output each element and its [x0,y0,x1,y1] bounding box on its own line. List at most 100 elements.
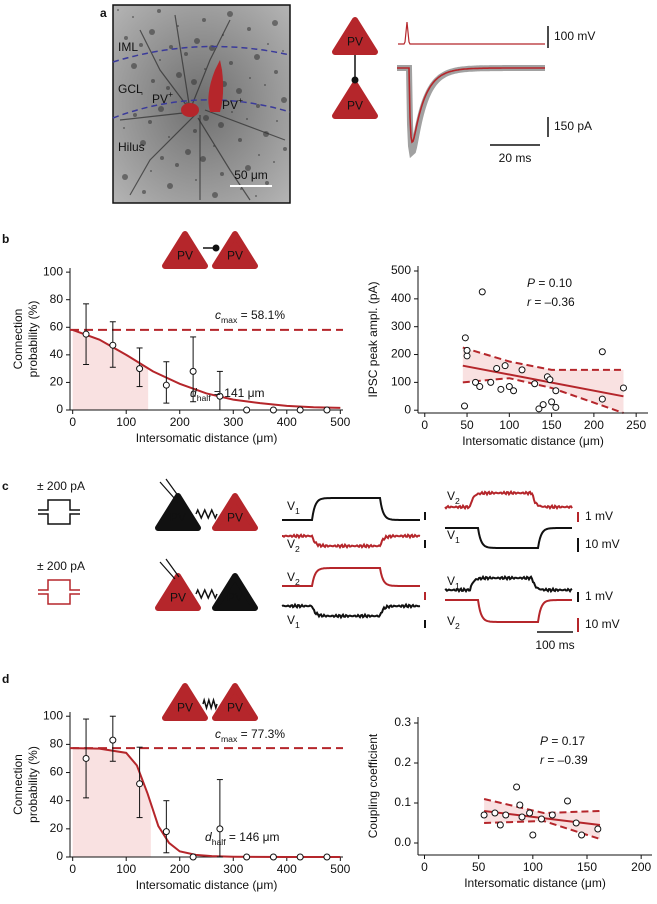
data-point [564,797,571,805]
panel-label: b [2,232,9,246]
data-point [189,853,197,861]
stat-var: P [527,276,535,290]
texture [159,59,161,61]
data-point [269,406,277,414]
cell-icon [332,81,378,119]
trace-label: V1 [287,613,300,630]
text: = 58.1% [237,308,285,322]
cell-name: PV+ [152,89,173,106]
cell-label: PV [177,249,193,263]
stat-text: = 0.10 [535,276,572,290]
data-point [136,365,144,373]
voltage-trace [445,599,572,623]
texture [139,43,143,47]
scale-label: 20 ms [499,151,532,165]
ap-trace [398,21,545,45]
y-tick-label: 40 [50,793,64,807]
sub: max [221,315,238,325]
stat: r = –0.36 [527,295,575,309]
data-point [243,853,251,861]
cell-label: PV [177,701,193,715]
y-tick-label: 100 [391,375,411,389]
texture [142,190,146,194]
cell-icon [162,231,208,269]
cell-name: PV+ [222,95,243,112]
data-point [531,380,539,388]
dendrite [174,14,191,111]
gap-junction [195,508,218,520]
scale-label: 1 mV [585,509,613,523]
data-point [243,406,251,414]
text: = 141 μm [211,386,265,400]
x-tick-label: 50 [460,418,474,432]
stat: P = 0.10 [527,276,572,290]
cell-label: PV [227,701,243,715]
x-tick-label: 100 [523,860,543,874]
x-tick-label: 150 [542,418,562,432]
x-axis-label: Intersomatic distance (μm) [462,434,604,448]
data-point [472,378,479,386]
data-point [501,362,509,370]
data-point [463,346,471,354]
stat-var: P [540,734,548,748]
base: PV [152,92,168,106]
data-point [323,406,331,414]
texture [140,140,146,146]
data-point [526,809,534,817]
texture [157,9,161,13]
text: = 146 μm [226,830,280,844]
data-point [538,815,545,823]
synapse-dot [212,244,220,252]
cell-icon [212,231,258,269]
panel-label: d [2,672,9,686]
region-label: GCL [118,82,143,96]
sub: 2 [455,621,460,631]
texture [212,192,218,198]
data-point [491,809,499,817]
trace-label: V2 [287,570,300,587]
data-point [548,811,556,819]
y-tick-label: 80 [50,737,64,751]
x-tick-label: 300 [223,415,243,429]
ci-line [462,346,624,371]
texture [247,27,251,31]
x-tick-label: 100 [116,862,136,876]
texture [273,161,275,163]
texture [148,120,152,124]
data-point [136,780,144,788]
data-point [505,383,513,391]
data-point [513,783,521,791]
y-axis-label: Coupling coefficient [366,733,380,838]
gap-junction [202,697,218,711]
data-point [619,384,627,392]
trace-label: V2 [447,489,460,506]
x-tick-label: 150 [577,860,597,874]
texture [265,181,269,185]
y-tick-label: 0.1 [394,795,411,809]
texture [169,45,173,49]
voltage-trace [445,527,572,549]
x-tick-label: 0 [421,860,428,874]
x-tick-label: 400 [277,862,297,876]
texture [158,106,164,112]
texture [258,154,260,156]
data-point [548,398,556,406]
texture [202,18,206,22]
sub: 2 [295,577,300,587]
voltage-trace [282,533,421,550]
voltage-trace [282,567,420,587]
stat-text: = 0.17 [548,734,585,748]
cell-label: PV [227,249,243,263]
data-point [480,811,488,819]
data-point [510,387,518,395]
texture [229,61,233,65]
sub: max [221,734,238,744]
y-tick-label: 20 [50,375,64,389]
x-tick-label: 250 [626,418,646,432]
base: V [287,570,295,584]
dendrite [189,19,231,111]
data-point [478,288,486,296]
y-tick-label: 500 [391,263,411,277]
base: PV [222,98,238,112]
cell-icon [332,17,378,55]
